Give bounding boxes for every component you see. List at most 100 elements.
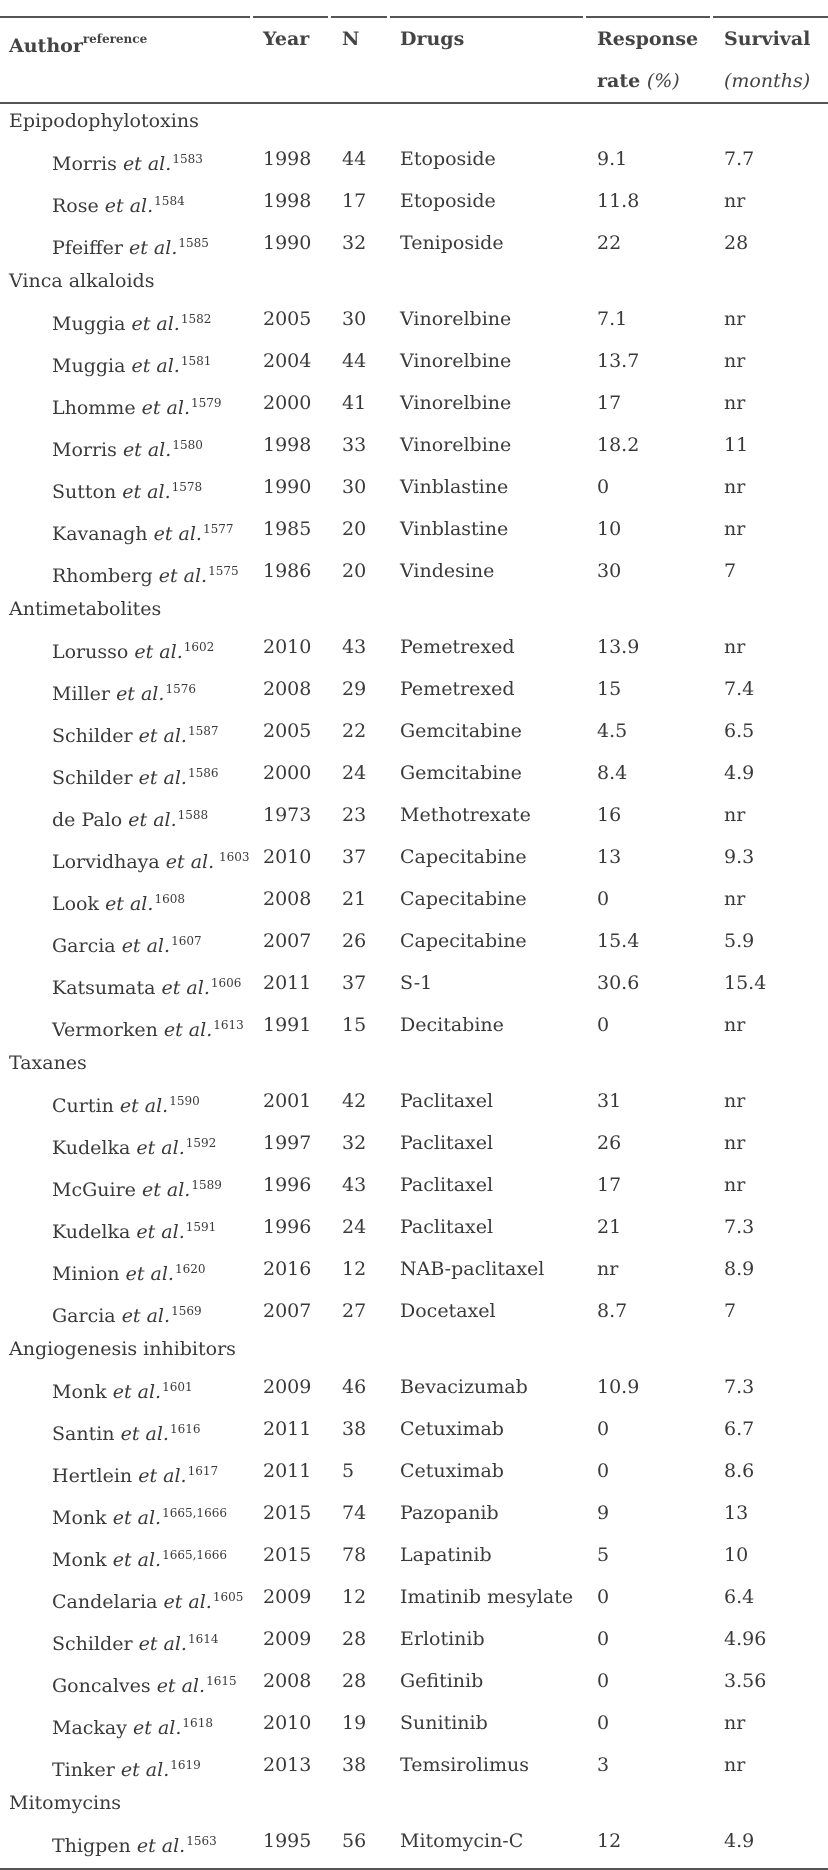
header-survival-unit: (months) xyxy=(724,70,811,92)
et-al: et al. xyxy=(120,1423,169,1445)
n-cell: 41 xyxy=(342,392,367,414)
table-row: Miller et al.1576 2008 29 Pemetrexed 15 7.4 xyxy=(0,668,828,710)
drug-cell: Capecitabine xyxy=(400,930,527,952)
author-name: Thigpen xyxy=(52,1835,131,1857)
author-cell: Rhomberg et al.1575 xyxy=(52,550,239,597)
year-cell: 2011 xyxy=(263,972,312,994)
survival-cell: 7 xyxy=(724,560,737,582)
et-al: et al. xyxy=(161,977,210,999)
author-name: Monk xyxy=(52,1381,107,1403)
group-label: Antimetabolites xyxy=(9,598,162,620)
author-name: Santin xyxy=(52,1423,115,1445)
reference-number: 1577 xyxy=(202,522,234,536)
author-cell: Vermorken et al.1613 xyxy=(52,1004,244,1051)
drug-cell: Vinorelbine xyxy=(400,308,512,330)
reference-number: 1563 xyxy=(186,1834,217,1848)
reference-number: 1615 xyxy=(206,1674,237,1688)
author-cell: Lorusso et al.1602 xyxy=(52,626,214,673)
response-rate-cell: 13.9 xyxy=(597,636,640,658)
reference-number: 1588 xyxy=(177,808,209,822)
et-al: et al. xyxy=(131,313,180,335)
response-rate-cell: 18.2 xyxy=(597,434,640,456)
year-cell: 1995 xyxy=(263,1830,312,1852)
author-cell: Tinker et al.1619 xyxy=(52,1744,201,1791)
n-cell: 38 xyxy=(342,1418,367,1440)
drug-cell: Paclitaxel xyxy=(400,1174,494,1196)
drug-cell: NAB-paclitaxel xyxy=(400,1258,545,1280)
reference-number: 1581 xyxy=(180,354,212,368)
et-al: et al. xyxy=(138,725,187,747)
n-cell: 27 xyxy=(342,1300,367,1322)
drug-cell: Vinorelbine xyxy=(400,392,512,414)
table-row: Lorusso et al.1602 2010 43 Pemetrexed 13.9 nr xyxy=(0,626,828,668)
et-al: et al. xyxy=(122,481,171,503)
response-rate-cell: 22 xyxy=(597,232,622,254)
header-author: Authorreference xyxy=(9,32,148,57)
author-cell: Lhomme et al.1579 xyxy=(52,382,222,429)
header-response-line2: rate (%) xyxy=(597,70,680,92)
reference-number: 1601 xyxy=(162,1380,193,1394)
n-cell: 24 xyxy=(342,762,367,784)
response-rate-cell: 0 xyxy=(597,1712,610,1734)
survival-cell: 6.4 xyxy=(724,1586,755,1608)
author-cell: Candelaria et al.1605 xyxy=(52,1576,243,1623)
table-row: Schilder et al.1586 2000 24 Gemcitabine 8.4 4… xyxy=(0,752,828,794)
author-cell: Katsumata et al.1606 xyxy=(52,962,241,1009)
author-name: Garcia xyxy=(52,1305,116,1327)
header-year: Year xyxy=(263,28,310,50)
table-top-rule xyxy=(0,16,828,18)
n-cell: 43 xyxy=(342,636,367,658)
group-row: Antimetabolites xyxy=(0,592,828,626)
response-rate-cell: 13.7 xyxy=(597,350,640,372)
drug-cell: Cetuximab xyxy=(400,1418,504,1440)
author-name: Goncalves xyxy=(52,1675,151,1697)
author-cell: Sutton et al.1578 xyxy=(52,466,202,513)
author-name: Mackay xyxy=(52,1717,127,1739)
response-rate-cell: 17 xyxy=(597,1174,622,1196)
et-al: et al. xyxy=(122,153,172,175)
header-drugs: Drugs xyxy=(400,28,465,50)
et-al: et al. xyxy=(141,1179,191,1201)
group-row: Epipodophylotoxins xyxy=(0,104,828,138)
author-cell: Monk et al.1665,1666 xyxy=(52,1492,227,1539)
group-label: Mitomycins xyxy=(9,1792,122,1814)
author-name: McGuire xyxy=(52,1179,136,1201)
n-cell: 43 xyxy=(342,1174,367,1196)
drug-cell: Capecitabine xyxy=(400,846,527,868)
reference-number: 1608 xyxy=(154,892,185,906)
drug-cell: Gemcitabine xyxy=(400,720,522,742)
survival-cell: nr xyxy=(724,190,746,212)
drug-cell: Sunitinib xyxy=(400,1712,488,1734)
n-cell: 44 xyxy=(342,148,367,170)
author-name: Schilder xyxy=(52,1633,133,1655)
survival-cell: 7.3 xyxy=(724,1216,755,1238)
table-row: Lorvidhaya et al. 1603 2010 37 Capecitabine… xyxy=(0,836,828,878)
table-row: Muggia et al.1582 2005 30 Vinorelbine 7.1 nr xyxy=(0,298,828,340)
reference-number: 1584 xyxy=(154,194,185,208)
year-cell: 2005 xyxy=(263,720,312,742)
year-cell: 2009 xyxy=(263,1628,312,1650)
drug-cell: Teniposide xyxy=(400,232,504,254)
et-al: et al. xyxy=(163,1591,212,1613)
drug-cell: Cetuximab xyxy=(400,1460,504,1482)
n-cell: 78 xyxy=(342,1544,367,1566)
drug-cell: Etoposide xyxy=(400,190,496,212)
author-name: Lhomme xyxy=(52,397,136,419)
drug-cell: Gefitinib xyxy=(400,1670,484,1692)
author-cell: Miller et al.1576 xyxy=(52,668,196,715)
et-al: et al. xyxy=(133,1717,182,1739)
et-al: et al. xyxy=(120,1759,170,1781)
n-cell: 38 xyxy=(342,1754,367,1776)
n-cell: 42 xyxy=(342,1090,367,1112)
group-label: Angiogenesis inhibitors xyxy=(9,1338,236,1360)
reference-number: 1602 xyxy=(183,640,215,654)
author-name: Monk xyxy=(52,1549,107,1571)
table-row: Pfeiffer et al.1585 1990 32 Teniposide 22 28 xyxy=(0,222,828,264)
drug-cell: Etoposide xyxy=(400,148,496,170)
header-survival-line1: Survival xyxy=(724,28,811,50)
year-cell: 2015 xyxy=(263,1544,312,1566)
author-cell: Schilder et al.1614 xyxy=(52,1618,219,1665)
reference-number: 1619 xyxy=(170,1758,201,1772)
column-gap xyxy=(583,16,586,102)
response-rate-cell: 8.4 xyxy=(597,762,628,784)
